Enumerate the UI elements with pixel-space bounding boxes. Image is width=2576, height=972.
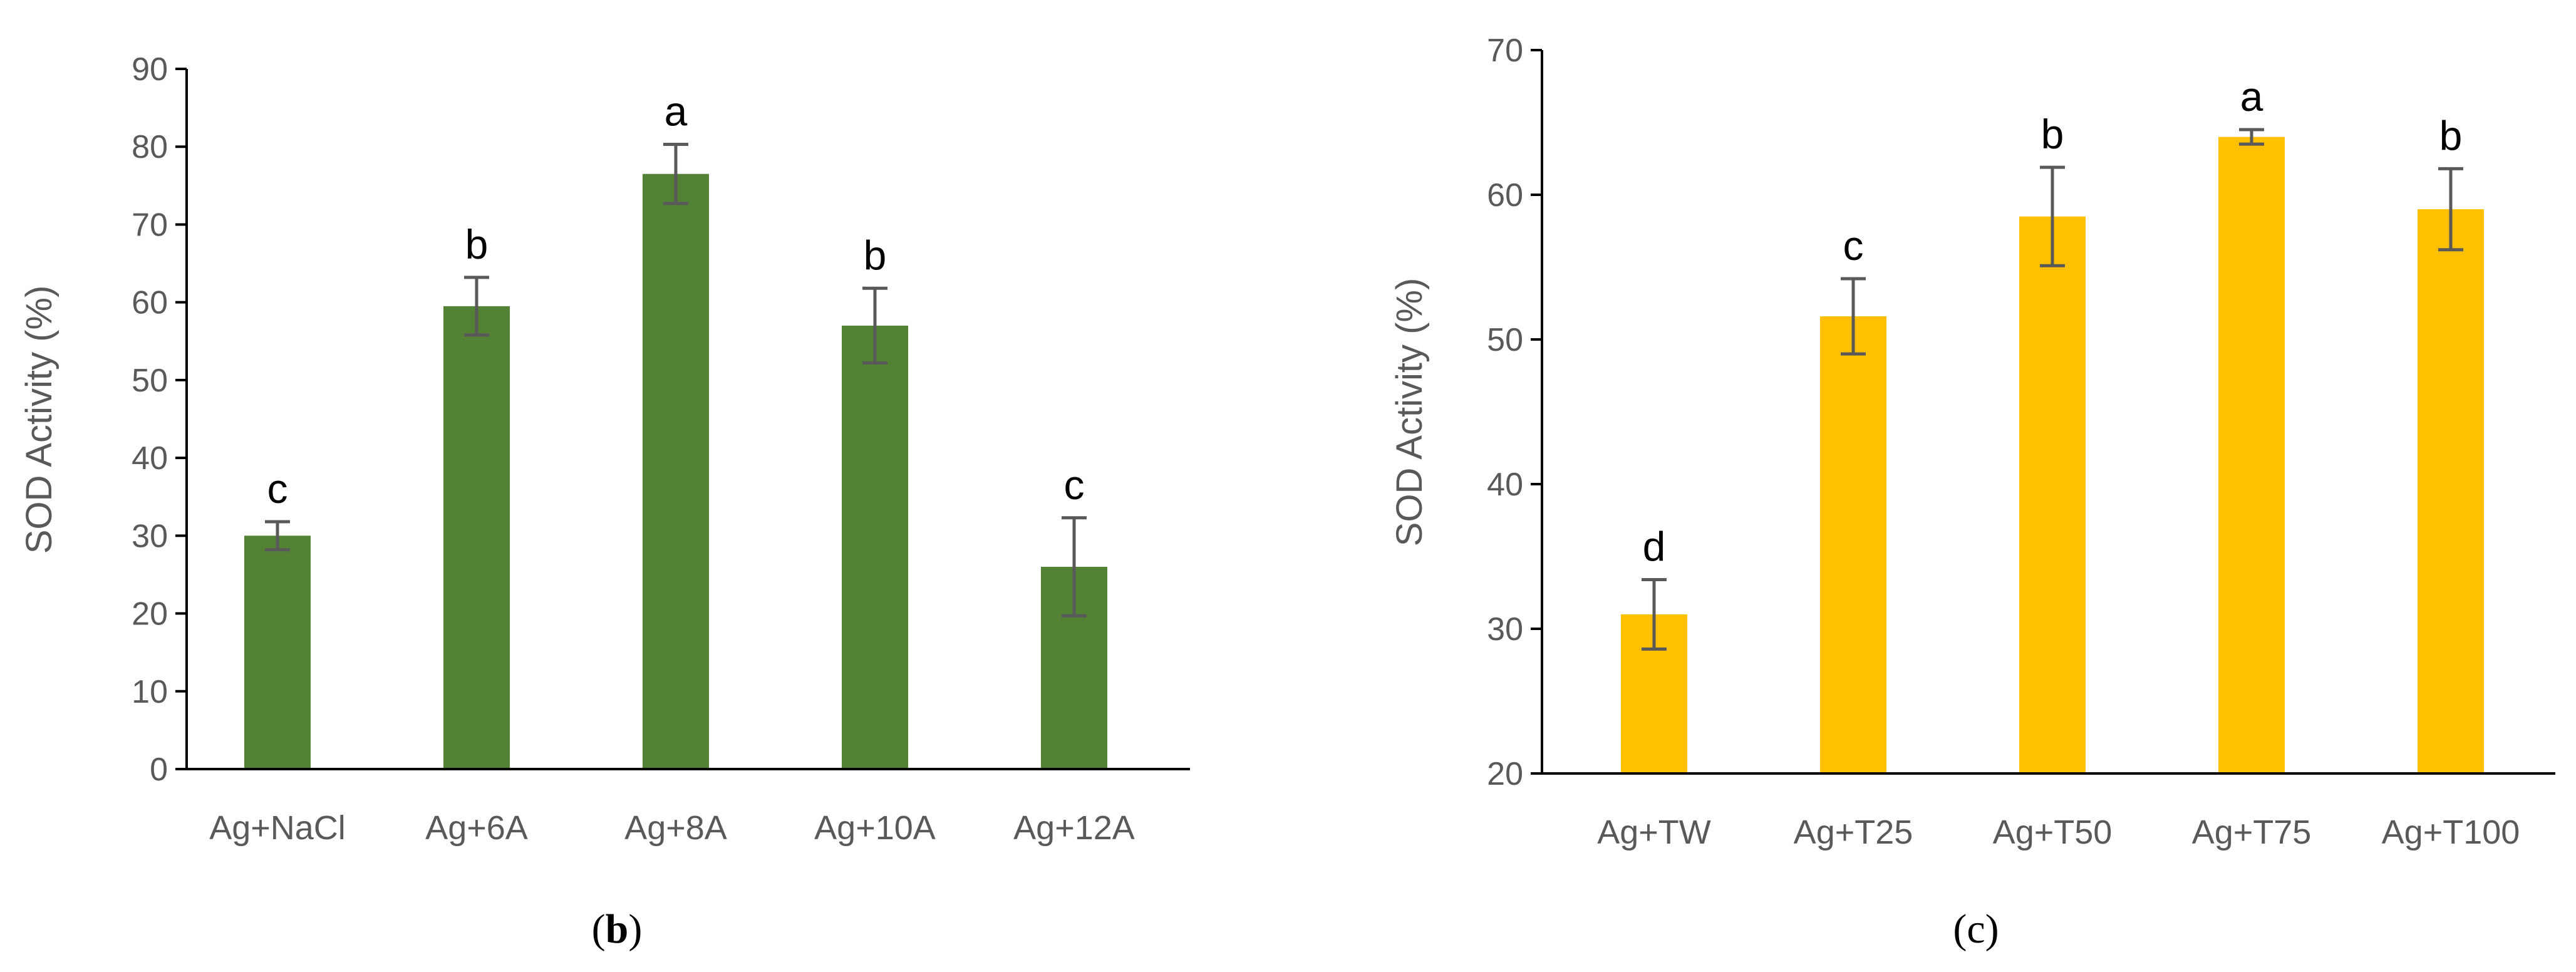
x-tick-label: Ag+NaCl bbox=[209, 809, 346, 847]
x-tick-label: Ag+T100 bbox=[2382, 814, 2520, 851]
x-tick-label: Ag+T50 bbox=[1993, 814, 2113, 851]
significance-label: b bbox=[864, 232, 887, 278]
y-tick-label: 80 bbox=[132, 129, 168, 165]
bar bbox=[2418, 209, 2484, 774]
y-tick-label: 60 bbox=[1487, 177, 1523, 214]
panel-label-b: (b) bbox=[592, 906, 643, 952]
y-tick-label: 50 bbox=[132, 363, 168, 399]
bar bbox=[2218, 137, 2285, 774]
y-tick-label: 20 bbox=[1487, 756, 1523, 792]
y-tick-label: 30 bbox=[1487, 611, 1523, 648]
y-tick-label: 20 bbox=[132, 596, 168, 633]
y-tick-label: 40 bbox=[1487, 467, 1523, 503]
x-tick-label: Ag+T75 bbox=[2192, 814, 2312, 851]
chart-panel-b: 0 10 20 30 40 50 60 70 80 90 SOD Activity (%) c Ag+N… bbox=[19, 51, 1190, 847]
panel-label-c: (c) bbox=[1953, 906, 1999, 952]
y-axis-title: SOD Activity (%) bbox=[19, 286, 59, 554]
x-tick-label: Ag+T25 bbox=[1794, 814, 1913, 851]
significance-label: b bbox=[2439, 112, 2463, 158]
y-tick-label: 0 bbox=[150, 752, 168, 788]
bar bbox=[244, 535, 311, 769]
significance-label: c bbox=[1843, 222, 1864, 269]
significance-label: c bbox=[267, 465, 288, 512]
y-tick-label: 40 bbox=[132, 440, 168, 477]
bar bbox=[842, 325, 908, 769]
x-tick-label: Ag+6A bbox=[425, 809, 528, 847]
significance-label: c bbox=[1064, 462, 1085, 508]
chart-panel-c: 20 30 40 50 60 70 SOD Activity (%) d Ag+TW c Ag+T2… bbox=[1389, 33, 2555, 851]
y-tick-label: 50 bbox=[1487, 322, 1523, 358]
y-tick-label: 10 bbox=[132, 674, 168, 710]
y-tick-label: 30 bbox=[132, 518, 168, 554]
y-axis-title: SOD Activity (%) bbox=[1389, 278, 1430, 547]
bar bbox=[1820, 316, 1886, 773]
significance-label: d bbox=[1643, 523, 1666, 569]
bar bbox=[2019, 216, 2086, 773]
y-tick-label: 70 bbox=[1487, 33, 1523, 69]
x-tick-label: Ag+10A bbox=[814, 809, 936, 847]
significance-label: a bbox=[2240, 73, 2263, 120]
significance-label: b bbox=[465, 221, 489, 267]
significance-label: b bbox=[2041, 111, 2064, 157]
y-tick-label: 70 bbox=[132, 207, 168, 243]
bar bbox=[443, 306, 510, 769]
bar bbox=[643, 173, 709, 769]
y-tick-label: 60 bbox=[132, 285, 168, 321]
y-tick-label: 90 bbox=[132, 51, 168, 88]
x-tick-label: Ag+TW bbox=[1597, 814, 1711, 851]
significance-label: a bbox=[665, 88, 688, 134]
x-tick-label: Ag+8A bbox=[624, 809, 727, 847]
x-tick-label: Ag+12A bbox=[1013, 809, 1135, 847]
